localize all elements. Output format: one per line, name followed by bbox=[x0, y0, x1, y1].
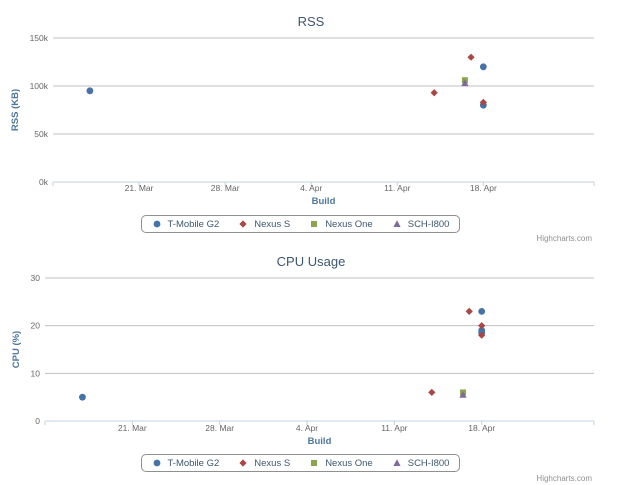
legend-item-nexus-one[interactable]: Nexus One bbox=[309, 219, 373, 230]
legend-label: T-Mobile G2 bbox=[167, 457, 220, 469]
cpu-chart-title: CPU Usage bbox=[277, 254, 346, 269]
rss-chart-title: RSS bbox=[298, 14, 325, 29]
diamond-icon bbox=[239, 459, 247, 467]
cpu-data-point[interactable] bbox=[79, 393, 86, 401]
rss-y-axis-title: RSS (KB) bbox=[10, 89, 21, 131]
rss-x-tick-label: 11. Apr bbox=[384, 183, 410, 193]
rss-data-point[interactable] bbox=[479, 98, 487, 106]
rss-x-tick-label: 4. Apr bbox=[300, 183, 322, 193]
legend-marker[interactable] bbox=[393, 220, 401, 227]
legend-item-nexus-s[interactable]: Nexus S bbox=[238, 219, 290, 230]
cpu-chart: CPU Usage 0 10 20 30 21. Mar 28. Mar 4. Apr 11. … bbox=[0, 243, 621, 483]
rss-plot: RSS 0k 50k 100k 150k 21. Mar 28. Mar 4. Apr 11. … bbox=[10, 14, 595, 207]
cpu-x-tick-label: 18. Apr bbox=[468, 423, 495, 433]
legend-label: Nexus S bbox=[254, 457, 291, 469]
cpu-legend: T-Mobile G2 Nexus S Nexus One SCH-I800 bbox=[141, 454, 460, 472]
legend-item-t-mobile-g2[interactable]: T-Mobile G2 bbox=[152, 218, 220, 230]
rss-x-tick-label: 21. Mar bbox=[125, 183, 154, 193]
rss-series-sch-i800 bbox=[461, 79, 469, 87]
cpu-x-axis-title: Build bbox=[308, 436, 332, 447]
cpu-x-tick-label: 28. Mar bbox=[205, 423, 234, 433]
legend-label: SCH-I800 bbox=[407, 457, 450, 469]
cpu-plot: CPU Usage 0 10 20 30 21. Mar 28. Mar 4. Apr 11. … bbox=[11, 254, 595, 447]
rss-legend: T-Mobile G2 Nexus S Nexus One SCH-I800 bbox=[141, 215, 460, 233]
rss-series-nexus-s bbox=[430, 53, 487, 106]
legend-marker[interactable] bbox=[311, 221, 318, 227]
cpu-data-point[interactable] bbox=[465, 307, 473, 315]
cpu-x-tick-label: 21. Mar bbox=[118, 423, 147, 433]
cpu-series-sch-i800 bbox=[459, 390, 467, 398]
legend-item-sch-i800[interactable]: SCH-I800 bbox=[392, 218, 450, 230]
cpu-credits[interactable]: Highcharts.com bbox=[536, 474, 592, 483]
rss-x-axis-title: Build bbox=[312, 196, 336, 207]
legend-marker[interactable] bbox=[153, 220, 160, 228]
cpu-y-tick-label: 10 bbox=[31, 368, 41, 378]
cpu-data-point[interactable] bbox=[459, 390, 467, 398]
legend-label: Nexus One bbox=[325, 457, 373, 469]
cpu-x-tick-label: 4. Apr bbox=[296, 423, 318, 433]
rss-data-point[interactable] bbox=[86, 87, 94, 95]
legend-item-nexus-s[interactable]: Nexus S bbox=[238, 458, 290, 469]
rss-y-tick-label: 150k bbox=[30, 33, 49, 43]
rss-y-tick-label: 100k bbox=[30, 81, 49, 91]
legend-marker[interactable] bbox=[311, 460, 318, 466]
rss-chart: RSS 0k 50k 100k 150k 21. Mar 28. Mar 4. Apr 11. … bbox=[0, 0, 621, 243]
cpu-series-t-mobile-g2 bbox=[79, 307, 486, 401]
legend-label: T-Mobile G2 bbox=[167, 218, 220, 230]
legend-marker[interactable] bbox=[239, 459, 247, 467]
rss-data-point[interactable] bbox=[479, 63, 487, 71]
legend-label: SCH-I800 bbox=[407, 218, 450, 230]
diamond-icon bbox=[239, 220, 247, 228]
rss-credits[interactable]: Highcharts.com bbox=[536, 234, 592, 243]
rss-data-point[interactable] bbox=[461, 79, 469, 87]
rss-data-point[interactable] bbox=[467, 53, 475, 61]
cpu-y-tick-label: 0 bbox=[35, 416, 40, 426]
cpu-x-tick-label: 11. Apr bbox=[381, 423, 407, 433]
cpu-y-axis-title: CPU (%) bbox=[11, 331, 22, 368]
legend-item-nexus-one[interactable]: Nexus One bbox=[309, 458, 373, 469]
legend-label: Nexus S bbox=[254, 218, 291, 230]
square-icon bbox=[311, 221, 318, 227]
rss-x-tick-label: 28. Mar bbox=[211, 183, 240, 193]
rss-x-tick-label: 18. Apr bbox=[470, 183, 497, 193]
rss-y-tick-label: 0k bbox=[39, 177, 49, 187]
legend-marker[interactable] bbox=[239, 220, 247, 228]
square-icon bbox=[311, 460, 318, 466]
cpu-y-tick-label: 30 bbox=[31, 273, 41, 283]
legend-marker[interactable] bbox=[393, 459, 401, 466]
rss-data-point[interactable] bbox=[430, 89, 438, 97]
legend-item-sch-i800[interactable]: SCH-I800 bbox=[392, 457, 450, 469]
circle-icon bbox=[153, 220, 160, 228]
circle-icon bbox=[153, 459, 160, 467]
cpu-series-nexus-s bbox=[428, 307, 486, 396]
legend-marker[interactable] bbox=[153, 459, 160, 467]
triangle-icon bbox=[393, 459, 401, 466]
legend-label: Nexus One bbox=[325, 218, 373, 230]
cpu-data-point[interactable] bbox=[478, 307, 486, 315]
cpu-y-tick-label: 20 bbox=[31, 321, 41, 331]
triangle-icon bbox=[393, 220, 401, 227]
cpu-data-point[interactable] bbox=[428, 388, 436, 396]
legend-item-t-mobile-g2[interactable]: T-Mobile G2 bbox=[152, 457, 220, 469]
rss-y-tick-label: 50k bbox=[34, 129, 48, 139]
